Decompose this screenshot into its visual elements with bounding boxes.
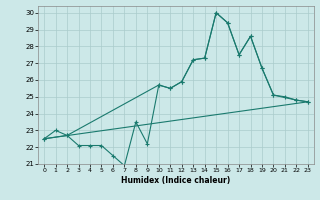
X-axis label: Humidex (Indice chaleur): Humidex (Indice chaleur) xyxy=(121,176,231,185)
